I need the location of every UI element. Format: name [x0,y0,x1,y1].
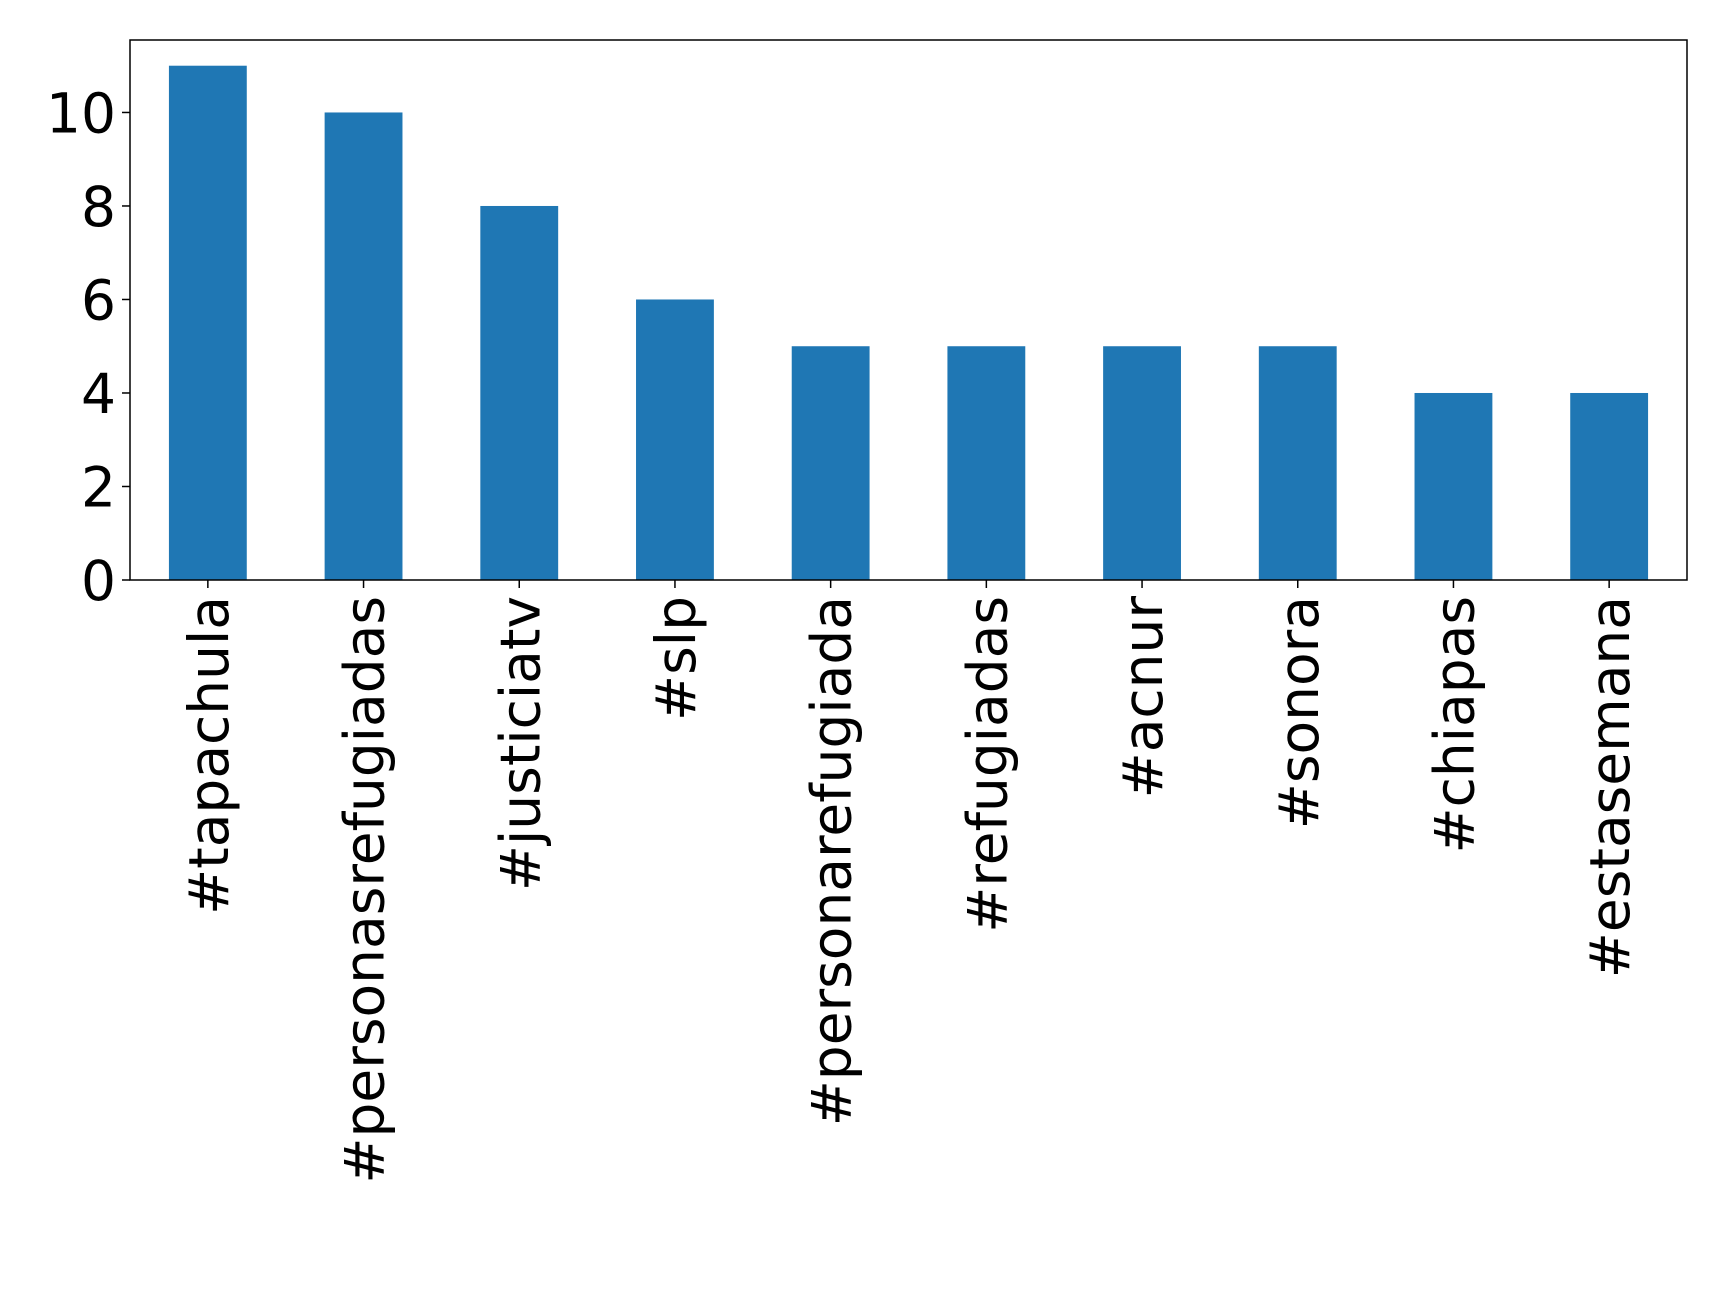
x-tick-label: #estasemana [1578,596,1642,978]
x-tick-label: #personarefugiada [800,596,864,1126]
bar [947,346,1026,580]
y-tick-label: 10 [46,81,116,145]
y-tick-label: 6 [81,268,116,332]
y-tick-label: 4 [81,362,116,426]
bar [480,205,559,580]
x-tick-label: #slp [644,596,708,721]
bar [1103,346,1181,580]
plot-frame [129,39,1688,581]
bar [324,112,403,580]
bar [1258,346,1337,580]
x-tick-label: #acnur [1111,596,1175,799]
bar [168,65,247,580]
y-tick-label: 0 [81,549,116,613]
bar [1414,392,1493,580]
y-tick-label: 2 [81,455,116,519]
bar [791,346,870,580]
bar [636,299,714,580]
x-tick-label: #sonora [1267,596,1331,829]
x-tick-label: #tapachula [177,596,241,915]
x-tick-label: #refugiadas [955,596,1019,933]
y-tick-label: 8 [81,175,116,239]
x-tick-label: #justiciatv [488,596,552,891]
bar [1570,392,1649,580]
x-tick-label: #personasrefugiadas [333,596,397,1184]
x-tick-label: #chiapas [1422,596,1486,853]
